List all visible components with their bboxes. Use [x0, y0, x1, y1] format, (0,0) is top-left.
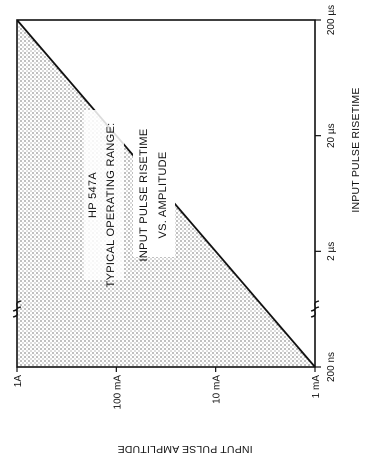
annotation-line: HP 547A	[87, 172, 99, 218]
annotation-line: VS. AMPLITUDE	[157, 151, 169, 238]
risetime-tick-label: 200 µs	[326, 5, 337, 35]
annotation-line: INPUT PULSE RISETIME	[138, 129, 150, 262]
axis-break-mark	[310, 306, 320, 318]
plot-frame	[16, 19, 316, 368]
risetime-tick-label: 200 ns	[326, 352, 337, 382]
annotation-background	[133, 135, 175, 257]
risetime-tick-label: 2 µs	[326, 242, 337, 261]
risetime-tick-label: 20 µs	[326, 123, 337, 148]
amplitude-tick-label: 1A	[13, 375, 24, 388]
amplitude-tick-label: 1 mA	[311, 375, 322, 399]
annotation-background	[84, 110, 124, 280]
axis-break-mark	[310, 300, 320, 312]
annotation-line: TYPICAL OPERATING RANGE:	[105, 123, 117, 288]
axis-break-mark	[12, 306, 22, 318]
axis-break-mark	[12, 300, 22, 312]
risetime-axis-title: INPUT PULSE RISETIME	[350, 87, 362, 212]
amplitude-axis-title: INPUT PULSE AMPLITUDE	[117, 443, 252, 455]
amplitude-tick-label: 10 mA	[212, 375, 223, 404]
amplitude-tick-label: 100 mA	[112, 375, 123, 410]
